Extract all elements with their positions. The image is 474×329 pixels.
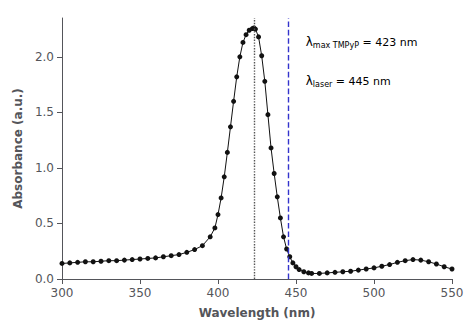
svg-text:max TMPyP: max TMPyP xyxy=(313,41,359,50)
svg-text:1.5: 1.5 xyxy=(35,105,54,119)
svg-text:Absorbance (a.u.): Absorbance (a.u.) xyxy=(11,88,25,209)
svg-text:300: 300 xyxy=(51,286,74,300)
svg-text:0.5: 0.5 xyxy=(35,216,54,230)
svg-text:0.0: 0.0 xyxy=(35,272,54,286)
svg-text:450: 450 xyxy=(285,286,308,300)
svg-text:500: 500 xyxy=(363,286,386,300)
svg-text:λ: λ xyxy=(306,35,313,49)
svg-text:= 445 nm: = 445 nm xyxy=(332,75,390,88)
svg-text:laser: laser xyxy=(313,80,333,89)
svg-text:= 423 nm: = 423 nm xyxy=(359,36,417,49)
svg-text:400: 400 xyxy=(207,286,230,300)
svg-text:550: 550 xyxy=(441,286,464,300)
svg-text:λ: λ xyxy=(306,74,313,88)
svg-text:Wavelength (nm): Wavelength (nm) xyxy=(199,306,316,320)
svg-text:2.0: 2.0 xyxy=(35,50,54,64)
svg-text:1.0: 1.0 xyxy=(35,161,54,175)
svg-text:350: 350 xyxy=(129,286,152,300)
